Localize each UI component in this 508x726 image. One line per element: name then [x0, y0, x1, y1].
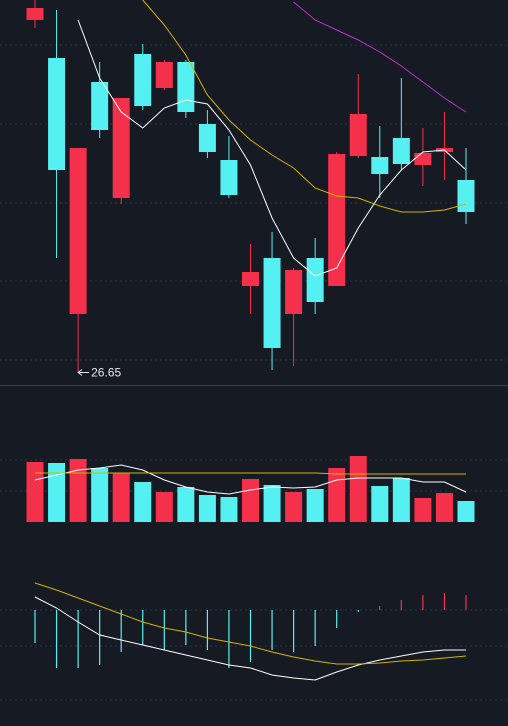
volume-bar — [134, 482, 152, 522]
candle-body — [112, 98, 130, 198]
candle-body — [26, 8, 44, 20]
candle-body — [285, 270, 303, 314]
ma-line — [34, 582, 467, 665]
candle-body — [457, 180, 475, 212]
ma-line — [293, 1, 467, 113]
candle-body — [48, 58, 66, 170]
candle-body — [349, 114, 367, 156]
volume-bar — [435, 493, 453, 522]
candle-body — [414, 153, 432, 165]
volume-bar — [328, 468, 346, 522]
volume-bar — [457, 501, 475, 522]
volume-bar — [112, 473, 130, 522]
volume-bar — [26, 462, 44, 522]
annotation-arrowhead — [77, 369, 83, 376]
candle-body — [242, 272, 259, 286]
volume-bar — [285, 492, 303, 522]
candle-body — [371, 157, 389, 174]
annotation: 26.65 — [91, 366, 121, 380]
volume-bar — [177, 487, 195, 522]
volume-bar — [69, 459, 87, 522]
candle-body — [328, 154, 346, 286]
candle-body — [306, 258, 324, 302]
candle-body — [392, 138, 410, 164]
candle-body — [155, 62, 173, 88]
candle-body — [198, 124, 216, 152]
volume-bar — [220, 497, 238, 522]
volume-bar — [91, 468, 109, 522]
volume-bar — [349, 456, 367, 522]
candle-body — [69, 148, 87, 314]
ma-line — [34, 464, 467, 495]
candle-body — [220, 160, 238, 195]
volume-bar — [242, 479, 259, 522]
volume-bar — [306, 489, 324, 522]
volume-bar — [263, 485, 281, 522]
volume-bar — [198, 495, 216, 522]
candle-body — [91, 82, 109, 130]
ma-line — [34, 596, 466, 681]
volume-bar — [155, 492, 173, 522]
candle-body — [134, 54, 152, 106]
ma-line — [35, 472, 466, 475]
grid — [0, 44, 508, 701]
volume-bar — [392, 478, 410, 522]
volume-bar — [371, 486, 389, 522]
volume-bar — [414, 498, 432, 522]
ma-line — [77, 19, 467, 277]
candle-body — [263, 258, 281, 348]
ma-line — [142, 0, 467, 213]
candle-body — [177, 62, 195, 112]
volume-bar — [48, 463, 66, 522]
